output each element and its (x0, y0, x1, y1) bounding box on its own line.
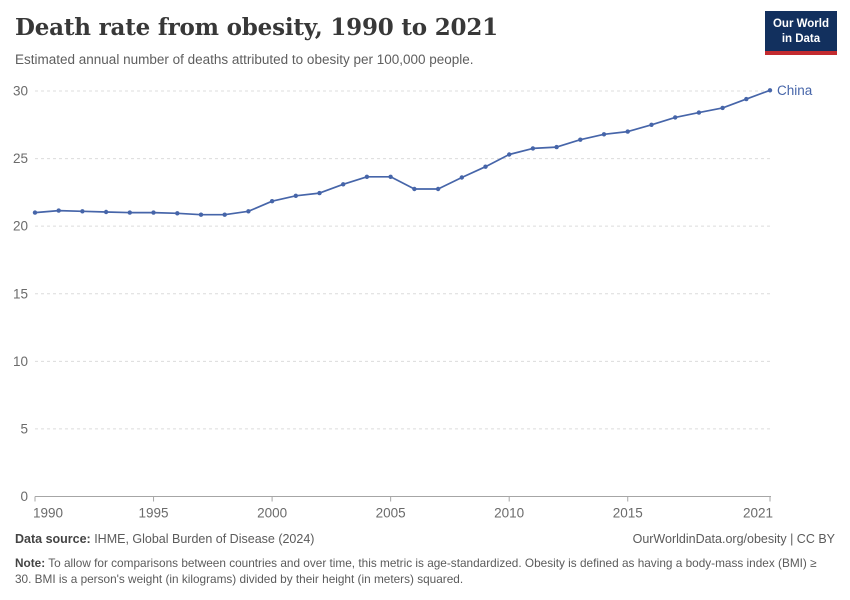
x-tick-label-1990: 1990 (33, 506, 63, 521)
owid-logo-line2: in Data (781, 32, 821, 45)
x-tick-label-2015: 2015 (613, 506, 643, 521)
data-point-china-2001 (293, 193, 298, 198)
note-value: To allow for comparisons between countri… (15, 556, 817, 587)
data-point-china-2010 (507, 152, 512, 157)
data-point-china-2011 (530, 146, 536, 151)
data-point-china-2013 (578, 137, 583, 142)
data-point-china-2005 (388, 174, 393, 179)
x-tick-label-2000: 2000 (257, 506, 287, 521)
data-point-china-1995 (151, 210, 156, 215)
data-point-china-2009 (483, 164, 488, 169)
series-line-china (34, 89, 771, 216)
data-point-china-1998 (222, 212, 227, 217)
note-label: Note: (15, 556, 46, 570)
x-tick-label-2005: 2005 (376, 506, 406, 521)
data-point-china-2002 (317, 190, 322, 196)
owid-url-license-link[interactable]: OurWorldinData.org/obesity | CC BY (632, 532, 835, 546)
data-point-china-2008 (459, 175, 464, 180)
data-point-china-1991 (56, 208, 61, 213)
data-source-text: Data source: IHME, Global Burden of Dise… (15, 532, 314, 546)
x-tick-label-1995: 1995 (139, 506, 169, 521)
y-tick-label-0: 0 (20, 489, 28, 504)
chart-subtitle: Estimated annual number of deaths attrib… (15, 52, 474, 67)
data-point-china-1996 (175, 211, 180, 216)
data-point-china-2020 (744, 96, 749, 102)
data-point-china-1990 (32, 210, 38, 215)
data-point-china-1997 (198, 212, 204, 217)
y-tick-label-15: 15 (13, 286, 28, 301)
footer-note: Note: To allow for comparisons between c… (15, 555, 827, 588)
data-point-china-2012 (554, 144, 559, 150)
owid-logo-line1: Our World (772, 18, 829, 30)
owid-logo[interactable]: Our World in Data (764, 11, 837, 55)
data-point-china-2021 (767, 88, 773, 93)
data-point-china-1992 (80, 209, 85, 214)
line-chart: 0 5 10 15 20 25 30 1990 1995 2000 2005 2010 2015 2021… (13, 83, 813, 521)
data-point-china-2016 (649, 122, 654, 127)
series-label-china: China (777, 83, 813, 98)
data-point-china-1994 (127, 210, 132, 215)
data-point-china-2000 (269, 199, 275, 204)
data-point-china-2015 (625, 129, 630, 134)
data-point-china-2006 (412, 186, 417, 192)
data-point-china-2004 (364, 174, 370, 179)
data-source-value: IHME, Global Burden of Disease (2024) (90, 532, 315, 546)
data-point-china-1993 (103, 209, 109, 215)
x-tick-label-2010: 2010 (494, 506, 524, 521)
data-point-china-2018 (696, 110, 702, 115)
data-point-china-2019 (720, 105, 725, 111)
y-tick-label-20: 20 (13, 219, 28, 234)
y-tick-label-10: 10 (13, 354, 28, 369)
footer-source-row: Data source: IHME, Global Burden of Dise… (15, 532, 835, 546)
y-tick-label-25: 25 (13, 151, 28, 166)
chart-title: Death rate from obesity, 1990 to 2021 (15, 14, 498, 41)
data-point-china-2003 (341, 182, 346, 187)
data-point-china-2014 (601, 132, 607, 137)
data-source-label: Data source: (15, 532, 91, 546)
y-tick-label-30: 30 (13, 84, 28, 99)
data-point-china-1999 (246, 209, 251, 214)
data-point-china-2007 (435, 186, 441, 192)
y-tick-label-5: 5 (20, 421, 28, 436)
data-point-china-2017 (673, 115, 678, 120)
x-tick-label-2021: 2021 (743, 506, 773, 521)
